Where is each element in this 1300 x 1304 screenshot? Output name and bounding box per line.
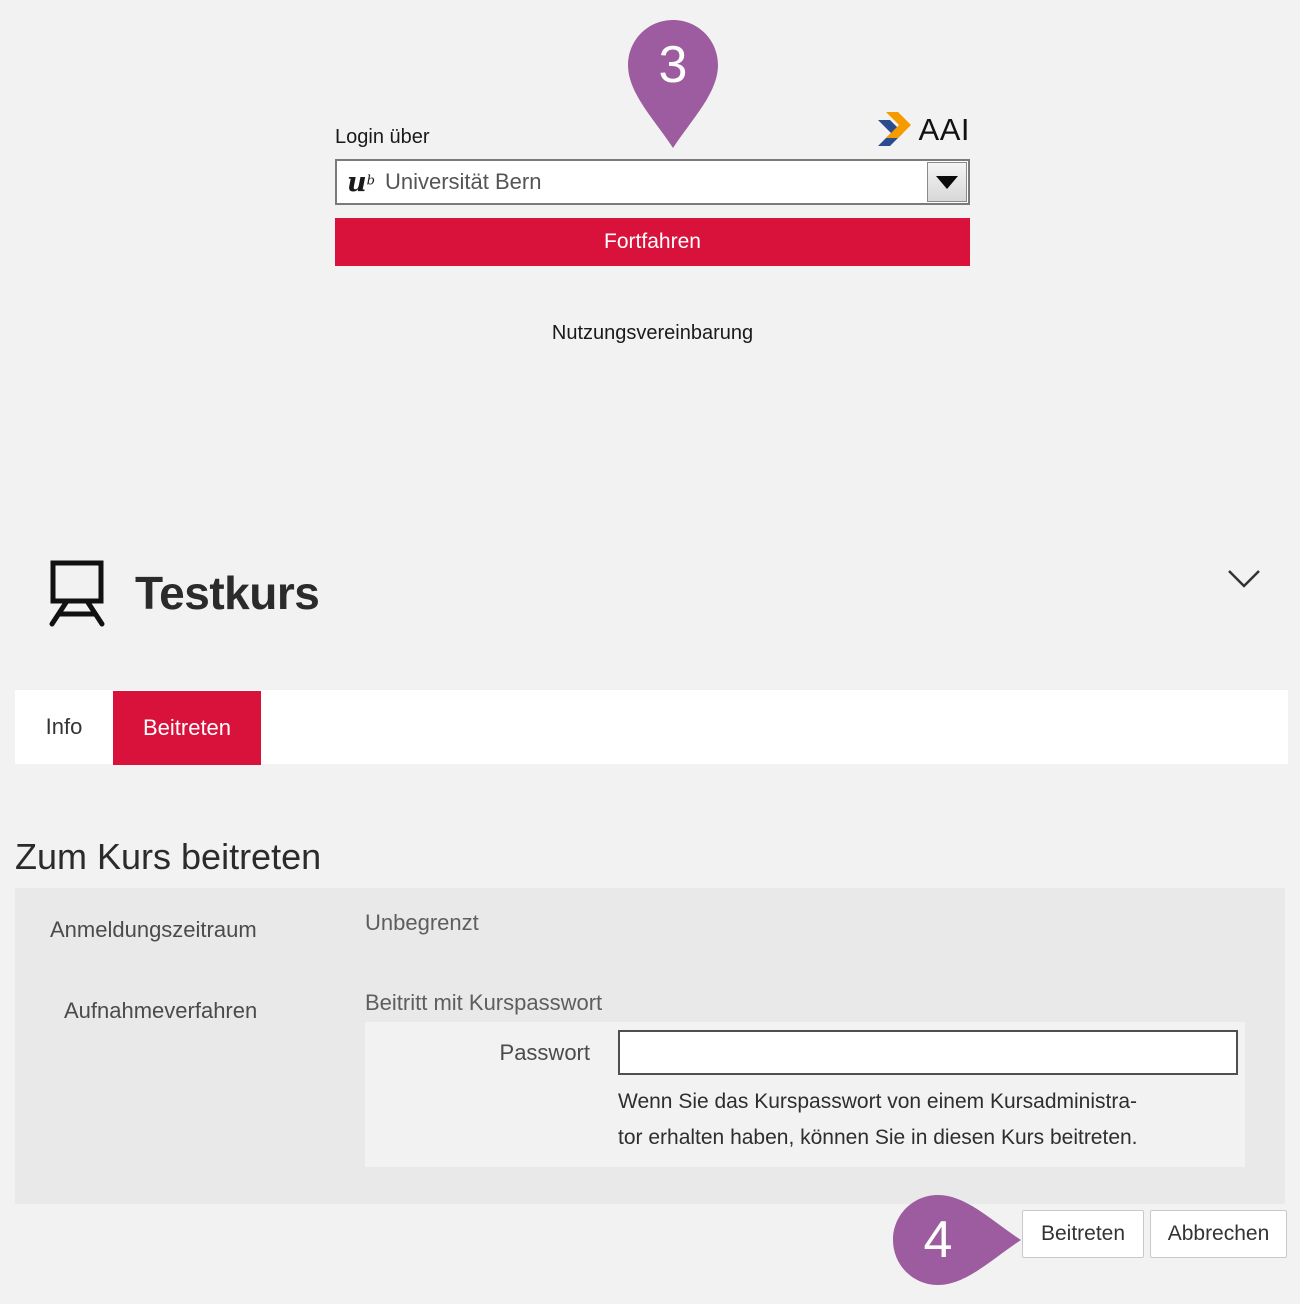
select-dropdown-button[interactable] xyxy=(927,162,967,202)
aai-logo-text: AAI xyxy=(918,112,970,147)
password-subpanel: Passwort Wenn Sie das Kurspasswort von e… xyxy=(365,1022,1245,1167)
join-button[interactable]: Beitreten xyxy=(1022,1210,1144,1258)
terms-of-use-link[interactable]: Nutzungsvereinbarung xyxy=(551,322,754,344)
step-number: 4 xyxy=(923,1211,953,1269)
tab-beitreten[interactable]: Beitreten xyxy=(113,691,261,765)
tab-bar: Info Beitreten xyxy=(15,690,1288,765)
tab-info[interactable]: Info xyxy=(45,714,83,739)
admission-procedure-value: Beitritt mit Kurspasswort xyxy=(365,990,603,1015)
caret-down-icon xyxy=(936,175,958,189)
registration-period-label: Anmeldungszeitraum xyxy=(50,917,257,942)
step-marker-3: 3 xyxy=(628,20,718,148)
idp-select[interactable]: ub Universität Bern xyxy=(335,159,970,205)
password-help-text: Wenn Sie das Kurspasswort von einem Kurs… xyxy=(618,1084,1258,1156)
continue-button[interactable]: Fortfahren xyxy=(335,218,970,266)
section-heading: Zum Kurs beitreten xyxy=(15,836,322,877)
aai-logo: AAI xyxy=(877,112,970,148)
map-pin-icon xyxy=(628,20,718,148)
password-input[interactable] xyxy=(618,1030,1238,1075)
password-label: Passwort xyxy=(499,1040,590,1065)
course-board-icon xyxy=(49,560,105,627)
course-title: Testkurs xyxy=(135,567,320,619)
idp-selected-value: Universität Bern xyxy=(384,169,542,194)
chevron-down-icon[interactable] xyxy=(1226,568,1262,590)
map-pin-icon xyxy=(893,1195,1021,1285)
step-number: 3 xyxy=(658,36,688,94)
password-help-line-1: Wenn Sie das Kurspasswort von einem Kurs… xyxy=(618,1090,1138,1113)
admission-procedure-label: Aufnahmeverfahren xyxy=(64,998,258,1023)
cancel-button[interactable]: Abbrechen xyxy=(1150,1210,1287,1258)
join-form-panel: Anmeldungszeitraum Unbegrenzt Aufnahmeve… xyxy=(15,888,1285,1204)
password-help-line-2: tor erhalten haben, können Sie in diesen… xyxy=(618,1126,1138,1149)
step-marker-4: 4 xyxy=(893,1176,1021,1304)
registration-period-value: Unbegrenzt xyxy=(365,910,479,935)
login-over-label: Login über xyxy=(335,126,430,148)
unibe-logo: ub xyxy=(347,166,375,198)
aai-arrows-icon xyxy=(877,112,911,146)
